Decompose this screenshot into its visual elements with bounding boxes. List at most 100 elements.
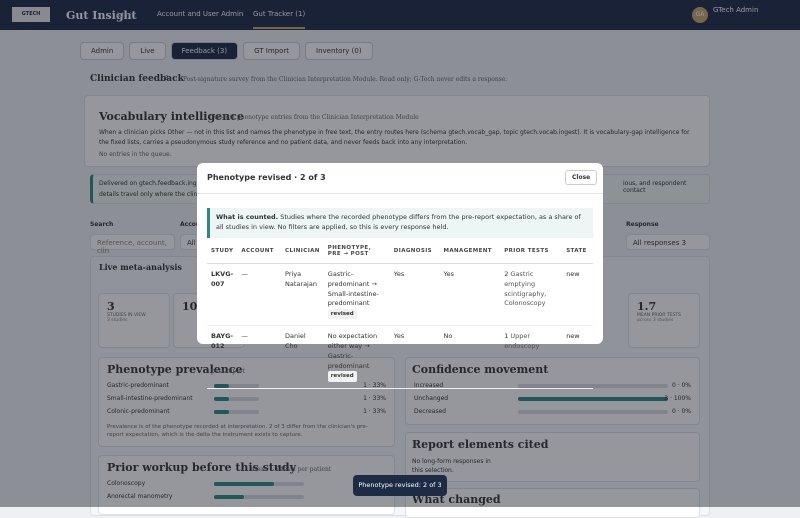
user-name: GTech Admin (713, 6, 759, 14)
modal: Phenotype revised · 2 of 3 Close What is… (197, 163, 603, 389)
response-select[interactable]: All responses 3 (626, 234, 710, 250)
tab[interactable]: GT Import (243, 42, 301, 60)
card-title: What changed (412, 493, 501, 506)
column-header: DIAGNOSIS (389, 239, 440, 264)
avatar[interactable]: GA (692, 7, 708, 23)
tests: Gastric emptying scintigraphy, Colonosco… (504, 270, 547, 308)
column-header: ACCOUNT (237, 239, 282, 264)
stat-sub: 3 studies (107, 318, 128, 323)
bar (214, 482, 275, 486)
empty-note: No entries in the queue. (99, 151, 172, 158)
table: STUDY ACCOUNT CLINICIAN PHENOTYPE, PRE → PO… (207, 239, 593, 389)
bar (214, 410, 229, 414)
divider (197, 193, 603, 194)
section-title: Clinician feedback (90, 74, 184, 84)
filter-label: Search (90, 221, 114, 228)
cell: new (562, 263, 593, 327)
info-text: Delivered on gtech.feedback.ingest, (99, 180, 208, 187)
row-label: Colonic-predominant (107, 408, 170, 415)
info-text: ious, and respondent contact (623, 180, 687, 194)
row-label: Small-intestine-predominant (107, 395, 193, 402)
select-count: 3 (681, 239, 687, 247)
column-header: PRIOR TESTS (500, 239, 563, 264)
tests-count: 2 (504, 270, 509, 278)
row-label: Decreased (414, 408, 446, 415)
filter-label: Accou (180, 221, 201, 228)
row-value: 1 · 33% (363, 408, 386, 415)
bar (214, 397, 229, 401)
card-title: Report elements cited (412, 438, 549, 451)
column-header: CLINICIAN (281, 239, 324, 264)
close-button[interactable]: Close (565, 170, 598, 185)
stat-label: MEAN PRIOR TESTS (637, 313, 681, 318)
row-label: Gastric-predominant (107, 382, 169, 389)
callout-bold: What is counted. (216, 213, 279, 221)
cell: Daniel Cho (281, 325, 324, 389)
toast: Phenotype revised: 2 of 3 (353, 475, 447, 496)
cell: Gastric-predominant → Small-intestine-pr… (323, 263, 390, 327)
tests: Upper endoscopy (504, 332, 540, 350)
cell: Yes (389, 325, 440, 389)
column-header: STUDY (207, 239, 238, 264)
tab[interactable]: Admin (80, 42, 125, 60)
bar-track (518, 384, 668, 388)
panel-title: Live meta-analysis (99, 262, 182, 272)
row-value: 0 · 0% (671, 382, 691, 389)
tab[interactable]: Live (129, 42, 166, 60)
stat-sub: across 3 studies (637, 318, 674, 323)
card-sub: mean 1.7 tests per patient (251, 466, 332, 473)
row-label: Unchanged (414, 395, 449, 402)
workup-card: Prior workup before this study mean 1.7 … (98, 455, 395, 515)
tabs: Admin Live Feedback (3) GT Import Inventory … (80, 42, 378, 60)
search-input[interactable]: Reference, account, clin (90, 234, 175, 255)
info-text: details travel only where the clinician (99, 191, 212, 198)
modal-title: Phenotype revised · 2 of 3 (207, 173, 326, 182)
bar-track (214, 482, 304, 486)
cell: 2 Gastric emptying scintigraphy, Colonos… (500, 263, 563, 327)
cell: — (237, 325, 282, 389)
tab[interactable]: Feedback (3) (170, 42, 239, 60)
callout-text: Studies where the recorded phenotype dif… (216, 213, 581, 231)
stat-value: 1.7 (637, 300, 657, 313)
cell: No (439, 325, 501, 389)
cell: No expectation either way → Gastric-pred… (323, 325, 390, 389)
report-card: Report elements cited No long-form respo… (405, 432, 700, 482)
logo[interactable]: GTECH HEALTH (12, 7, 50, 32)
cell: BAYG-012 (207, 325, 238, 389)
filter-label: Response (626, 221, 659, 228)
card-text: When a clinician picks Other — not in th… (99, 129, 690, 146)
cell: Priya Natarajan (281, 263, 324, 327)
phenotype: No expectation either way → Gastric-pred… (327, 332, 378, 370)
column-header: STATE (562, 239, 593, 264)
row-value: 3 · 100% (664, 395, 691, 402)
bar-track (518, 410, 668, 414)
bar-track (518, 397, 668, 401)
tab[interactable]: Inventory (0) (305, 42, 373, 60)
row-label: Colonoscopy (107, 480, 146, 487)
cell: 1 Upper endoscopy (500, 325, 563, 389)
tests-count: 1 (504, 332, 509, 341)
callout: What is counted. Studies where the recor… (207, 208, 593, 238)
stat-card: 3 STUDIES IN VIEW 3 studies (98, 293, 170, 348)
cell: Yes (439, 263, 501, 327)
phenotype: Gastric-predominant → Small-intestine-pr… (327, 270, 379, 308)
bar (518, 397, 668, 401)
brand: Gut Insight (66, 9, 137, 22)
card-title: Vocabulary intelligence (99, 110, 244, 123)
section-desc: Post-signature survey from the Clinician… (183, 76, 508, 83)
column-header: MANAGEMENT (439, 239, 501, 264)
row-value: 1 · 33% (363, 395, 386, 402)
stat-label: STUDIES IN VIEW (107, 313, 146, 318)
badge: 3 (165, 75, 169, 82)
nav-item[interactable]: Account and User Admin (157, 10, 244, 18)
cell: Yes (389, 263, 440, 327)
nav-item[interactable]: Gut Tracker (1) (253, 10, 306, 29)
top-nav: GTECH HEALTH Gut Insight Admin Account a… (0, 0, 800, 32)
cell: — (237, 263, 282, 327)
brand-sub: Admin (116, 12, 136, 19)
bar-track (214, 410, 259, 414)
tag: revised (327, 309, 357, 320)
card-sub: free-text phenotype entries from the Cli… (209, 114, 419, 121)
row-value: 0 · 0% (671, 408, 691, 415)
